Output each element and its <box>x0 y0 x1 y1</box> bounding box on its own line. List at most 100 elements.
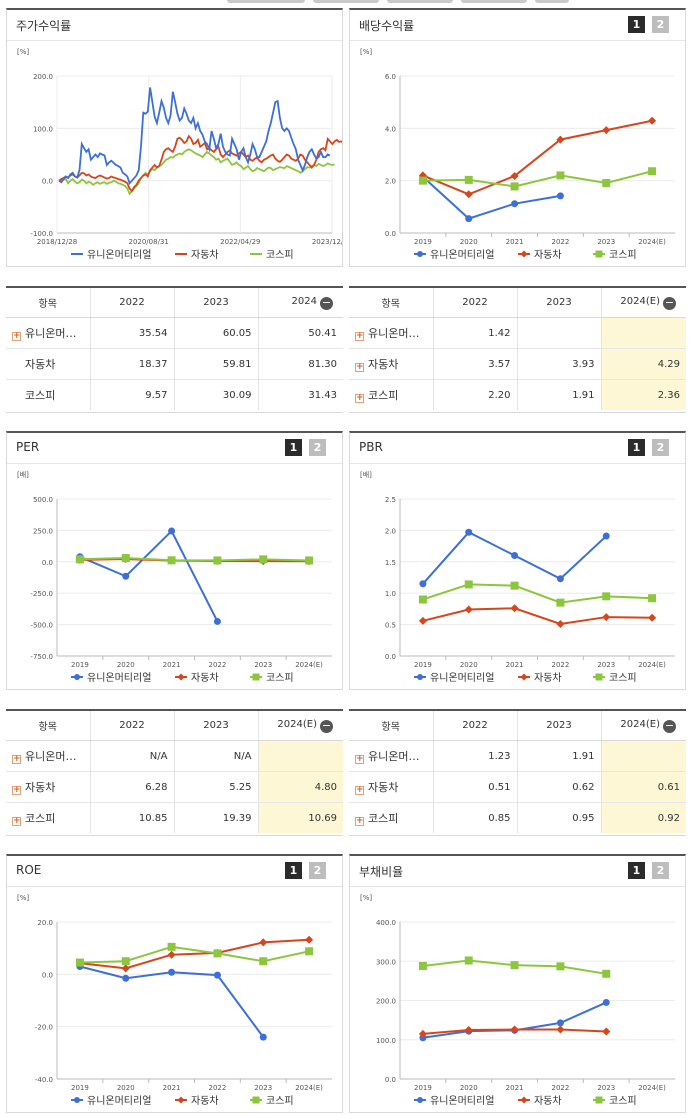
x-tick-label: 2020 <box>117 1084 135 1092</box>
page-2-button[interactable]: 2 <box>652 16 669 33</box>
y-tick-label: 20.0 <box>37 919 53 927</box>
point-s1-2021 <box>511 552 519 560</box>
series-line-1 <box>58 87 331 186</box>
expand-plus-icon[interactable]: + <box>355 785 364 795</box>
expand-plus-icon[interactable]: + <box>12 331 21 341</box>
row-name-cell[interactable]: + 코스피 <box>349 803 433 834</box>
page-1-button[interactable]: 1 <box>628 16 645 33</box>
x-tick-label: 2024(E) <box>295 661 323 669</box>
estimate-cell: 10.69 <box>257 802 343 833</box>
panel-title: 주가수익률 <box>16 19 72 33</box>
header-2022: 2022 <box>89 288 174 318</box>
point-s1-2019 <box>419 580 427 588</box>
legend-marker-1 <box>74 674 80 680</box>
legend-label-2: 자동차 <box>534 672 562 684</box>
point-s2-2024-e <box>648 116 657 125</box>
legend-marker-2 <box>520 1096 528 1104</box>
series-line-1 <box>79 529 219 622</box>
debt-ratio-chart: [%] 400.0 300.0 200.0 100.0 0.0 2019 2020 2021 20… <box>360 894 675 1107</box>
top-tab-5[interactable] <box>535 0 569 3</box>
row-name-cell[interactable]: + 자동차 <box>349 348 433 380</box>
y-tick-label: 2.5 <box>385 496 396 504</box>
top-tab-4[interactable] <box>461 0 527 3</box>
table-row: + 코스피 0.85 0.95 0.92 <box>349 802 686 834</box>
x-tick-label: 2024(E) <box>638 238 666 246</box>
debt-ratio-chart-panel: 부채비율 1 2 [%] 400.0 300.0 200.0 100.0 0.0 2019 2… <box>349 854 686 1113</box>
x-tick-label: 2022 <box>552 238 570 246</box>
point-s3-2019 <box>75 958 84 967</box>
legend-label-2: 자동차 <box>191 1095 219 1107</box>
header-2022: 2022 <box>432 288 517 318</box>
collapse-minus-icon[interactable]: − <box>663 718 676 733</box>
point-s1-2022 <box>213 971 221 979</box>
row-name: 코스피 <box>368 812 399 825</box>
point-s1-2021 <box>168 527 176 535</box>
collapse-minus-icon[interactable]: − <box>320 295 333 310</box>
row-name-cell[interactable]: + 유니온머… <box>6 317 90 349</box>
point-s3-2020 <box>464 175 473 184</box>
y-tick-label: 2.0 <box>385 178 396 186</box>
row-name-cell[interactable]: + 유니온머… <box>6 740 90 772</box>
point-s2-2021 <box>510 171 519 180</box>
point-s1-2020 <box>122 572 130 580</box>
value-cell: 18.37 <box>89 348 174 380</box>
top-tab-3[interactable] <box>387 0 453 3</box>
pbr-chart: [배] 2.5 2.0 1.5 1.0 0.5 0.0 2019 2020 2021 2022 202… <box>360 470 675 684</box>
point-s2-2020 <box>464 605 473 614</box>
value-cell: 3.93 <box>516 348 601 380</box>
page-2-button[interactable]: 2 <box>309 862 326 879</box>
expand-plus-icon[interactable]: + <box>355 362 364 372</box>
page-1-button[interactable]: 1 <box>628 439 645 456</box>
table-row: + 유니온머… 1.23 1.91 <box>349 740 686 772</box>
y-tick-label: -40.0 <box>35 1076 53 1084</box>
expand-plus-icon[interactable]: + <box>355 331 364 341</box>
header-2023: 2023 <box>173 711 258 741</box>
page-2-button[interactable]: 2 <box>309 439 326 456</box>
top-tab-2[interactable] <box>313 0 379 3</box>
x-tick-label: 2020/08/31 <box>128 238 168 246</box>
row-name: 코스피 <box>25 389 56 402</box>
per-chart: [배] 500.0 250.0 0.0 -250.0 -500.0 -750.0 2019 20… <box>17 470 332 684</box>
expand-plus-icon[interactable]: + <box>12 816 21 826</box>
pbr-table: 항목 2022 2023 2024(E) − + 유니온머… 1.23 1.91 +… <box>349 709 686 836</box>
unit-label: [%] <box>360 48 372 56</box>
panel-header: 배당수익률 1 2 <box>350 10 685 41</box>
expand-plus-icon[interactable]: + <box>355 816 364 826</box>
value-cell: 1.91 <box>516 379 601 410</box>
point-s2-2021 <box>510 604 519 613</box>
row-name-cell[interactable]: + 유니온머… <box>349 317 433 349</box>
collapse-minus-icon[interactable]: − <box>320 718 333 733</box>
x-tick-label: 2023 <box>254 661 272 669</box>
table-header-row: 항목 2022 2023 2024(E) − <box>6 711 343 741</box>
expand-plus-icon[interactable]: + <box>12 785 21 795</box>
value-cell: 1.23 <box>432 740 517 772</box>
page-1-button[interactable]: 1 <box>628 862 645 879</box>
expand-plus-icon[interactable]: + <box>12 754 21 764</box>
row-name-cell[interactable]: + 유니온머… <box>349 740 433 772</box>
row-name-cell[interactable]: + 코스피 <box>6 803 90 834</box>
expand-plus-icon[interactable]: + <box>355 393 364 403</box>
expand-plus-icon[interactable]: + <box>355 754 364 764</box>
x-tick-label: 2018/12/28 <box>37 238 77 246</box>
header-2023: 2023 <box>516 711 601 741</box>
point-s1-2021 <box>168 968 176 976</box>
y-tick-label: 100.0 <box>376 1037 396 1045</box>
header-item: 항목 <box>349 288 433 318</box>
value-cell: 9.57 <box>89 379 174 410</box>
legend-marker-3 <box>595 250 603 258</box>
page-1-button[interactable]: 1 <box>285 862 302 879</box>
legend-marker-1 <box>74 1097 80 1103</box>
page-2-button[interactable]: 2 <box>652 862 669 879</box>
row-name-cell[interactable]: + 코스피 <box>349 380 433 411</box>
collapse-minus-icon[interactable]: − <box>663 295 676 310</box>
x-tick-label: 2020 <box>460 1084 478 1092</box>
legend-label-1: 유니온머티리얼 <box>87 249 151 261</box>
row-name: 유니온머… <box>368 750 420 763</box>
value-cell: N/A <box>173 740 258 772</box>
row-name-cell[interactable]: + 자동차 <box>349 771 433 803</box>
page-1-button[interactable]: 1 <box>285 439 302 456</box>
row-name-cell[interactable]: + 자동차 <box>6 771 90 803</box>
top-tab-1[interactable] <box>227 0 305 3</box>
page-2-button[interactable]: 2 <box>652 439 669 456</box>
estimate-cell: 0.92 <box>600 802 686 833</box>
